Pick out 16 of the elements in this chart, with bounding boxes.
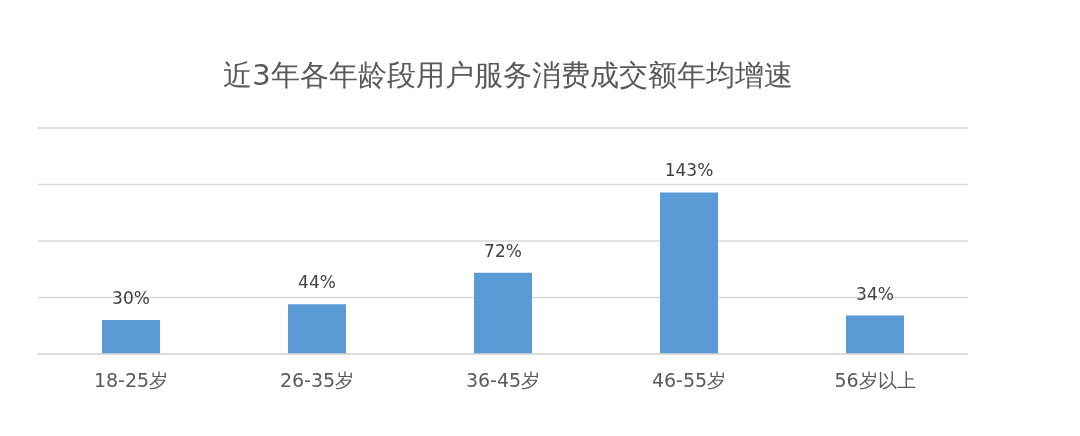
chart-title: 近3年各年龄段用户服务消费成交额年均增速	[222, 57, 794, 94]
x-tick-label: 36-45岁	[465, 369, 541, 392]
data-label: 72%	[484, 240, 522, 261]
bar	[660, 192, 718, 354]
data-label: 44%	[298, 272, 336, 293]
data-label: 143%	[664, 160, 714, 181]
x-tick-label: 56岁以上	[834, 369, 916, 392]
bar	[846, 315, 904, 354]
data-label: 34%	[856, 283, 894, 304]
bar	[474, 272, 532, 354]
bar	[102, 320, 160, 354]
x-tick-label: 46-55岁	[651, 369, 727, 392]
data-label: 30%	[112, 288, 150, 309]
x-tick-label: 26-35岁	[279, 369, 355, 392]
x-tick-label: 18-25岁	[93, 369, 169, 392]
bar	[288, 304, 346, 354]
